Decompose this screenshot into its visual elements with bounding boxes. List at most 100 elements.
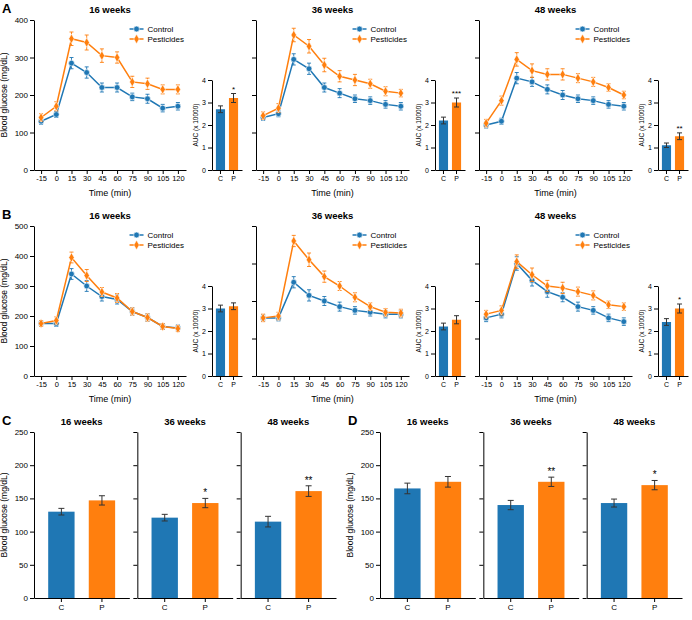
legend-label: Control [148, 231, 174, 240]
tick-label: 30 [528, 174, 536, 183]
legend-label: Control [594, 231, 620, 240]
error-bar [100, 288, 104, 297]
error-bar [484, 119, 488, 127]
marker [69, 253, 74, 262]
tick-label: 2 [648, 328, 652, 335]
tick-label: 200 [15, 312, 29, 321]
legend-symbol [357, 232, 363, 238]
legend-symbol [357, 34, 362, 43]
tick: 0 [24, 372, 34, 381]
tick-label: 75 [574, 174, 582, 183]
marker [260, 313, 265, 322]
tick: 0 [277, 376, 281, 389]
legend-label: Control [594, 25, 620, 34]
tick-label: 2 [648, 122, 652, 129]
marker [321, 298, 327, 304]
tick-label: 100 [15, 129, 29, 138]
tick [252, 133, 256, 134]
y-axis: 0100200300400500 [15, 222, 35, 381]
tick-label: 0 [277, 380, 281, 389]
y-axis [475, 227, 480, 377]
tick-mark [654, 80, 658, 81]
error-bar [607, 314, 611, 322]
tick: 30 [528, 170, 536, 183]
tick-mark [654, 103, 658, 104]
plot-area [601, 480, 668, 598]
tick: 3 [648, 99, 658, 106]
axis-line [484, 598, 579, 599]
tick-label: 0 [202, 373, 206, 380]
tick-mark [237, 532, 241, 533]
series-line [486, 59, 624, 123]
axis-line [479, 21, 480, 171]
tick: P [231, 376, 236, 388]
error-bar [353, 74, 357, 85]
tick: 15 [513, 170, 521, 183]
legend-entry: Pesticides [353, 240, 407, 249]
plot-area [255, 486, 322, 598]
tick-mark [376, 532, 380, 533]
axis-line [435, 81, 436, 171]
tick [583, 565, 587, 566]
tick [252, 95, 256, 96]
tick: 3 [202, 99, 212, 106]
tick-mark [252, 170, 256, 171]
marker [114, 293, 119, 302]
y-axis: 01234 [425, 283, 435, 380]
tick-label: 60 [559, 380, 567, 389]
tick: P [677, 170, 682, 182]
marker [114, 85, 120, 91]
tick: C [404, 598, 410, 612]
marker [575, 304, 581, 310]
marker [306, 42, 311, 51]
tick-label: -15 [36, 174, 47, 183]
tick-label: 0 [370, 594, 375, 603]
axis-line [138, 598, 233, 599]
tick: 105 [157, 376, 170, 389]
plot-area [216, 94, 238, 171]
tick: 105 [603, 170, 616, 183]
tick-mark [237, 565, 241, 566]
tick [583, 532, 587, 533]
tick-mark [252, 264, 256, 265]
axis-line [241, 433, 242, 599]
tick-label: 120 [395, 380, 408, 389]
legend: ControlPesticides [353, 25, 407, 44]
legend-entry: Pesticides [130, 34, 184, 43]
y-axis: 01234 [202, 283, 212, 380]
tick-label: 1 [202, 350, 206, 357]
tick: 1 [202, 350, 212, 357]
error-bar [161, 104, 165, 112]
plot-area [38, 252, 181, 333]
tick-label: 2 [425, 328, 429, 335]
chart-title: 36 weeks [164, 416, 206, 427]
tick-label: 120 [618, 174, 631, 183]
tick: C [441, 170, 446, 182]
legend-entry: Pesticides [576, 34, 630, 43]
y-axis [252, 21, 257, 171]
legend-symbol [580, 232, 586, 238]
inset-bar-chart: CP01234 [202, 283, 242, 388]
error-bar [161, 85, 165, 94]
tick [583, 465, 587, 466]
tick-label: 4 [648, 283, 652, 290]
tick-mark [583, 565, 587, 566]
tick: 100 [361, 528, 380, 537]
bar [641, 485, 667, 598]
error-bar [261, 112, 265, 120]
marker [606, 300, 611, 309]
marker [398, 308, 403, 317]
tick: 0 [425, 373, 435, 380]
error-bar [307, 290, 311, 301]
error-bar [276, 312, 280, 320]
tick [133, 565, 137, 566]
tick: 100 [15, 342, 34, 351]
tick-label: 90 [367, 174, 375, 183]
tick: 90 [367, 376, 375, 389]
tick-mark [252, 95, 256, 96]
marker [590, 307, 596, 313]
tick-label: 120 [395, 174, 408, 183]
tick-label: 45 [544, 380, 552, 389]
tick: C [58, 598, 64, 612]
tick: 60 [336, 376, 344, 389]
